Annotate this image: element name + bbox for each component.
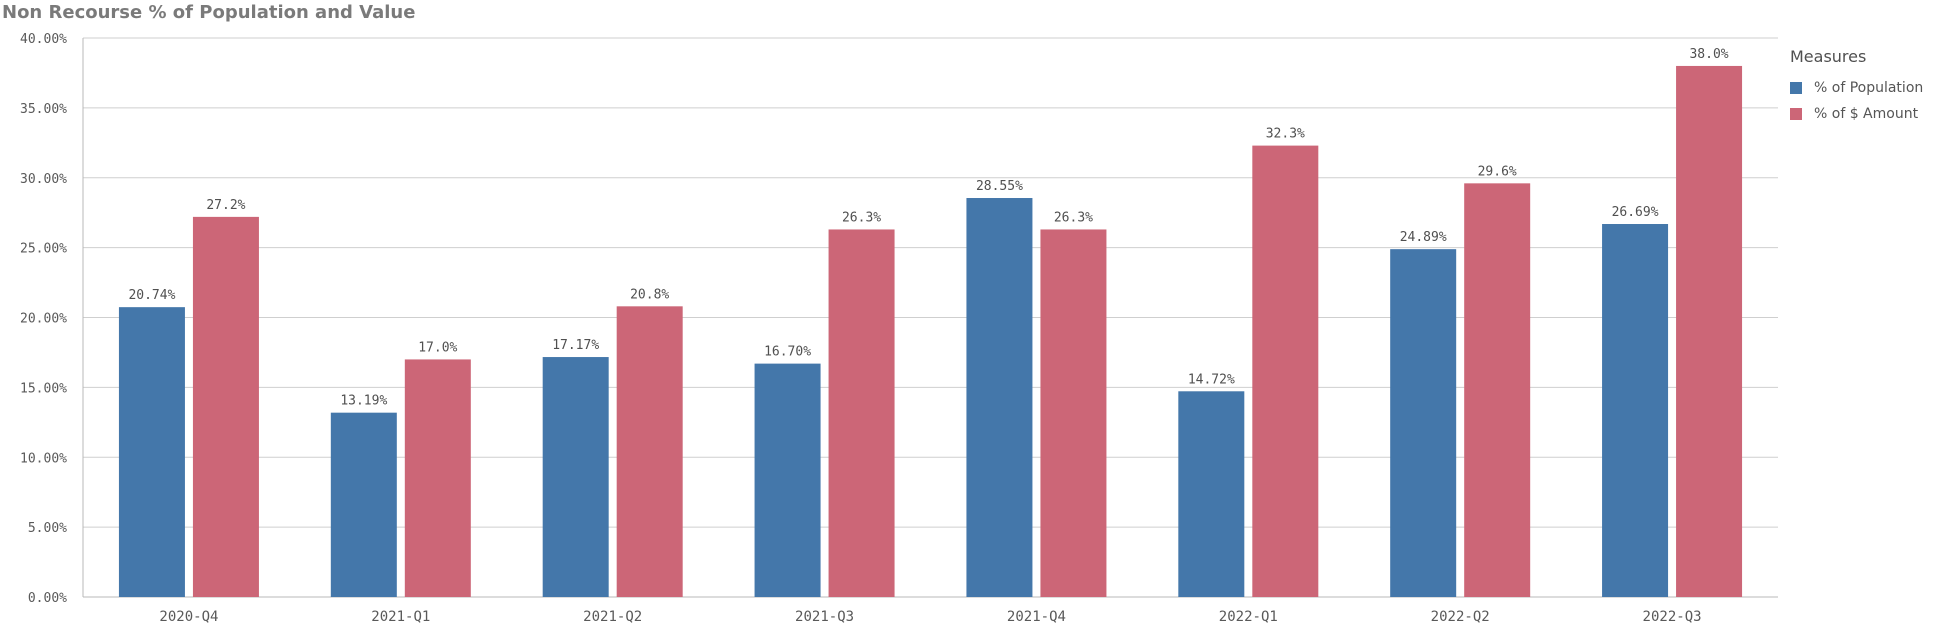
data-label: 32.3%: [1266, 127, 1305, 142]
x-tick-label: 2022-Q3: [1643, 609, 1702, 625]
chart-title: Non Recourse % of Population and Value: [2, 2, 416, 23]
bar-amount[interactable]: [616, 306, 683, 597]
bar-population[interactable]: [330, 412, 397, 597]
data-label: 24.89%: [1400, 230, 1447, 245]
legend[interactable]: Measures % of Population % of $ Amount: [1790, 47, 1923, 127]
legend-swatch-population: [1790, 82, 1802, 94]
data-label: 38.0%: [1689, 47, 1728, 62]
data-label: 26.69%: [1612, 205, 1659, 220]
bar-amount[interactable]: [1252, 145, 1319, 598]
y-tick-label: 0.00%: [28, 591, 67, 606]
bar-amount[interactable]: [828, 229, 895, 597]
x-tick-label: 2021-Q4: [1007, 609, 1066, 625]
data-label: 17.0%: [418, 340, 457, 355]
legend-swatch-amount: [1790, 108, 1802, 120]
legend-label-population: % of Population: [1814, 80, 1924, 96]
bar-amount[interactable]: [1464, 183, 1531, 597]
x-tick-label: 2021-Q3: [795, 609, 854, 625]
legend-title: Measures: [1790, 47, 1867, 66]
data-label: 17.17%: [552, 338, 599, 353]
data-label: 20.74%: [128, 288, 175, 303]
data-label: 20.8%: [630, 287, 669, 302]
bar-amount[interactable]: [404, 359, 471, 597]
data-label: 27.2%: [206, 198, 245, 213]
x-tick-label: 2020-Q4: [159, 609, 218, 625]
x-tick-label: 2021-Q2: [583, 609, 642, 625]
y-tick-label: 15.00%: [20, 381, 67, 396]
y-tick-label: 25.00%: [20, 242, 67, 257]
bar-population[interactable]: [1178, 391, 1245, 597]
x-tick-label: 2021-Q1: [371, 609, 430, 625]
x-tick-label: 2022-Q2: [1431, 609, 1490, 625]
bar-population[interactable]: [118, 307, 185, 597]
bar-amount[interactable]: [1676, 65, 1743, 597]
data-label: 26.3%: [1054, 210, 1093, 225]
y-tick-label: 10.00%: [20, 451, 67, 466]
legend-label-amount: % of $ Amount: [1814, 106, 1919, 122]
legend-item-amount[interactable]: % of $ Amount: [1790, 101, 1923, 127]
data-label: 14.72%: [1188, 372, 1235, 387]
data-label: 16.70%: [764, 345, 811, 360]
data-label: 28.55%: [976, 179, 1023, 194]
y-tick-label: 5.00%: [28, 521, 67, 536]
bar-population[interactable]: [1602, 224, 1669, 597]
data-label: 13.19%: [340, 394, 387, 409]
bar-amount[interactable]: [192, 216, 259, 597]
y-tick-label: 30.00%: [20, 172, 67, 187]
y-tick-label: 40.00%: [20, 32, 67, 47]
bar-population[interactable]: [966, 198, 1033, 598]
bar-population[interactable]: [1390, 249, 1457, 598]
legend-item-population[interactable]: % of Population: [1790, 75, 1923, 101]
y-tick-label: 20.00%: [20, 312, 67, 327]
bar-population[interactable]: [542, 357, 609, 597]
bar-amount[interactable]: [1040, 229, 1107, 597]
bar-population[interactable]: [754, 363, 821, 597]
y-tick-label: 35.00%: [20, 102, 67, 117]
x-tick-label: 2022-Q1: [1219, 609, 1278, 625]
data-label: 26.3%: [842, 210, 881, 225]
data-label: 29.6%: [1478, 164, 1517, 179]
